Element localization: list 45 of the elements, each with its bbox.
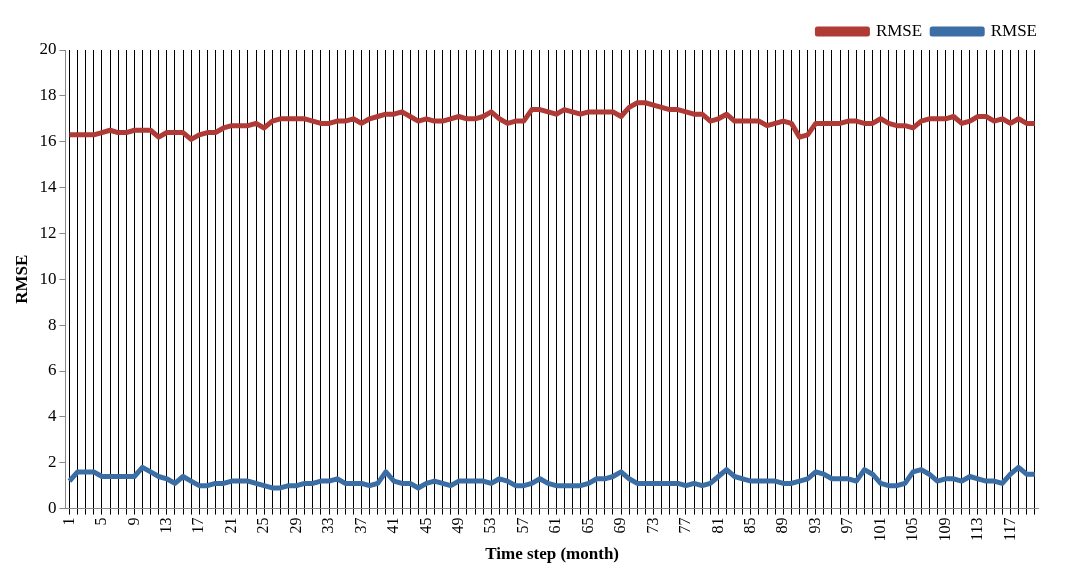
x-tick-label: 117 (1000, 517, 1018, 542)
x-tick-label: 21 (221, 517, 239, 534)
y-tick-label: 4 (47, 406, 57, 426)
x-tick-label: 65 (578, 517, 596, 534)
x-tick-label: 13 (157, 517, 174, 534)
x-tick-label: 73 (643, 517, 661, 534)
x-tick-label: 49 (449, 517, 467, 534)
y-tick-label: 18 (39, 85, 57, 105)
x-tick-label: 81 (708, 517, 726, 534)
y-axis-title: RMSE (11, 254, 31, 304)
x-tick-label: 37 (351, 517, 369, 534)
x-tick-label: 97 (838, 517, 856, 534)
y-tick-label: 10 (39, 268, 57, 288)
legend-label: RMSE (875, 20, 923, 40)
x-tick-label: 77 (676, 517, 694, 534)
x-tick-label: 113 (968, 517, 986, 542)
x-tick-label: 69 (611, 517, 629, 534)
x-tick-label: 89 (773, 517, 791, 534)
y-tick-label: 0 (47, 498, 57, 518)
x-tick-label: 57 (513, 517, 531, 534)
x-tick-label: 53 (481, 517, 499, 534)
x-tick-label: 1 (59, 517, 77, 526)
x-tick-label: 33 (319, 517, 337, 534)
x-tick-label: 5 (92, 517, 110, 526)
x-tick-label: 105 (903, 517, 921, 542)
y-tick-label: 16 (39, 131, 57, 151)
legend-label: RMSE (990, 20, 1037, 40)
x-tick-label: 9 (124, 517, 142, 526)
y-tick-label: 12 (39, 222, 57, 242)
y-tick-label: 6 (47, 360, 57, 380)
y-tick-label: 8 (47, 314, 57, 334)
x-tick-label: 109 (935, 517, 953, 542)
x-tick-label: 25 (254, 517, 272, 534)
x-tick-label: 41 (384, 517, 402, 534)
x-axis-title: Time step (month) (485, 544, 620, 564)
x-tick-label: 101 (870, 517, 888, 542)
x-tick-label: 45 (416, 517, 434, 534)
x-tick-label: 29 (286, 517, 304, 534)
x-tick-label: 17 (189, 517, 207, 534)
y-tick-label: 2 (47, 452, 57, 472)
x-tick-label: 93 (805, 517, 823, 534)
y-tick-label: 14 (39, 177, 57, 197)
y-tick-label: 20 (39, 39, 57, 59)
x-tick-label: 85 (741, 517, 759, 534)
x-tick-label: 61 (546, 517, 564, 534)
